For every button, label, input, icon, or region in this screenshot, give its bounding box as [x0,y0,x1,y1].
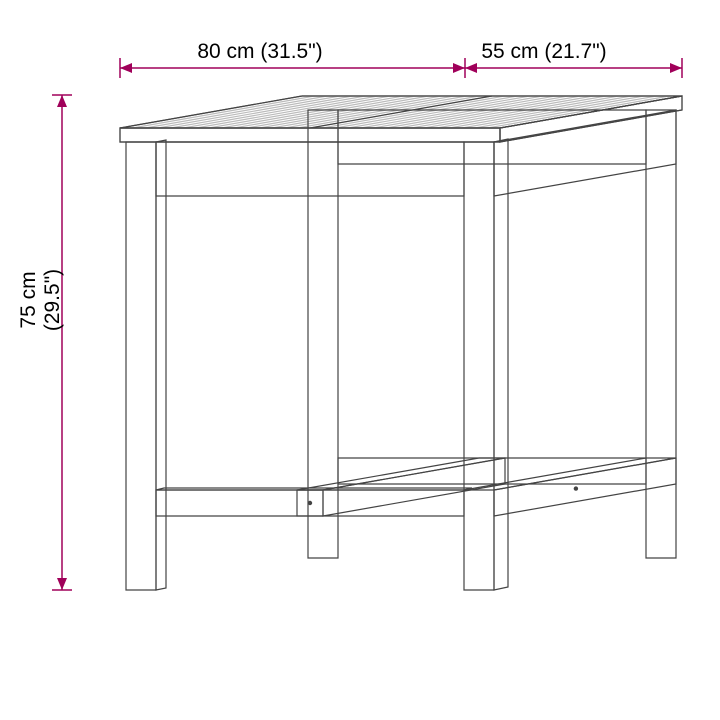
dimension-annotations: 80 cm (31.5") 55 cm (21.7") 75 cm(29.5") [17,40,682,590]
dimension-depth-label: 55 cm (21.7") [481,40,606,63]
table-drawing [120,96,682,590]
dimension-height-label-in: (29.5") [41,269,64,331]
dimension-width-label: 80 cm (31.5") [197,40,322,63]
dimension-height-label-cm: 75 cm [17,271,40,328]
